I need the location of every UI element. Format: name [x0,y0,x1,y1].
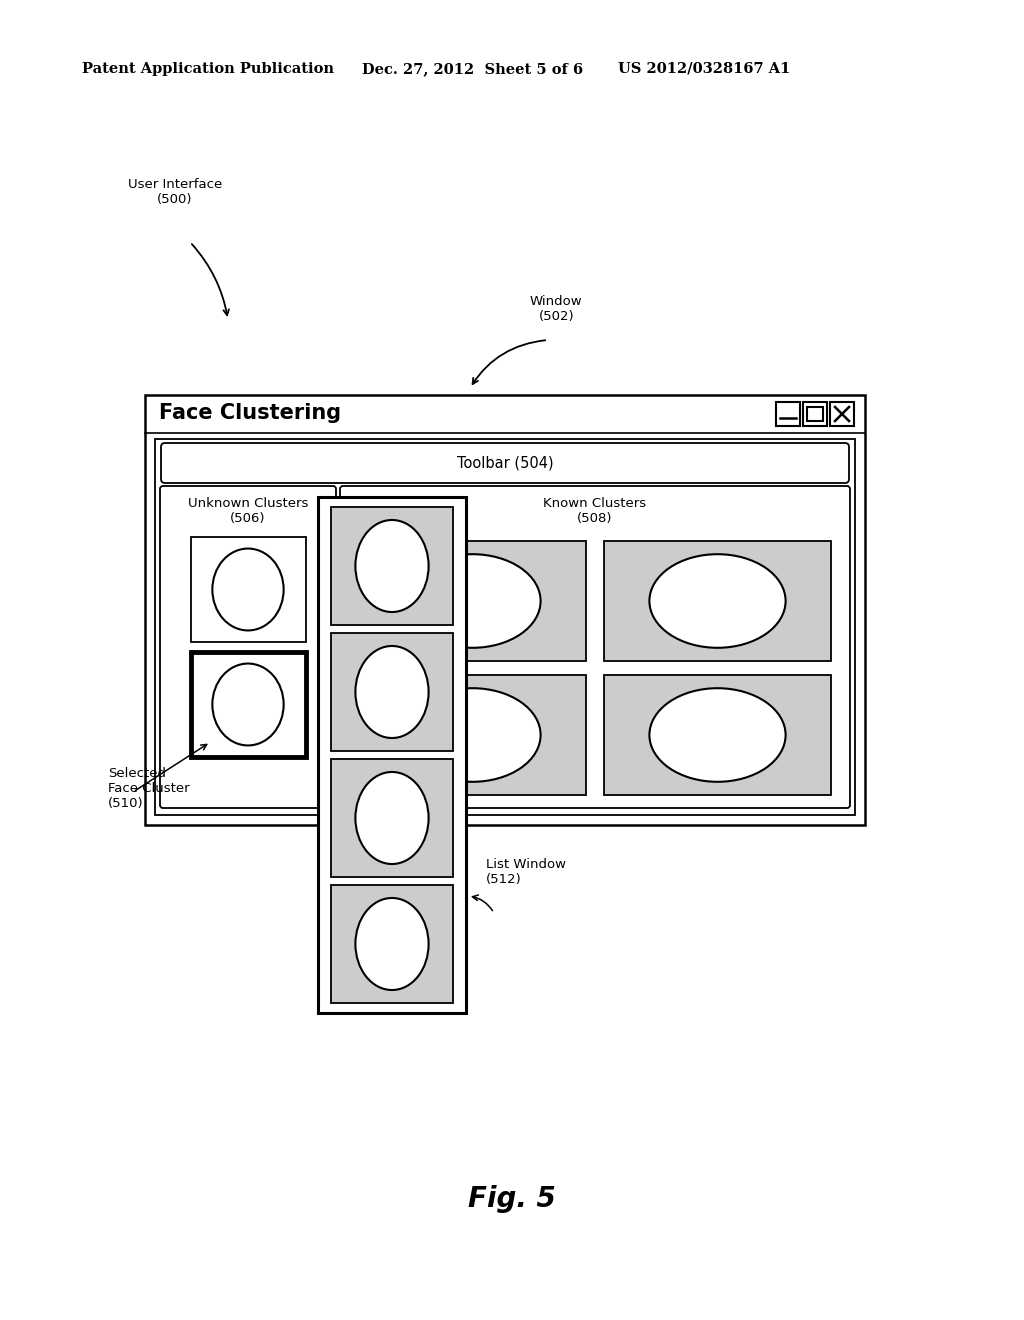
Bar [190,537,305,642]
Bar [604,541,831,661]
Ellipse shape [649,688,785,781]
Bar [776,403,800,426]
Text: Known Clusters
(508): Known Clusters (508) [544,498,646,525]
Text: Face Clustering: Face Clustering [159,403,341,422]
Ellipse shape [212,549,284,631]
Bar [331,507,453,624]
Text: Selected
Face Cluster
(510): Selected Face Cluster (510) [108,767,189,810]
Text: Dec. 27, 2012  Sheet 5 of 6: Dec. 27, 2012 Sheet 5 of 6 [362,62,583,77]
FancyBboxPatch shape [340,486,850,808]
Bar [830,403,854,426]
Ellipse shape [212,664,284,746]
Ellipse shape [355,772,429,865]
Bar [807,407,823,421]
Text: User Interface
(500): User Interface (500) [128,178,222,206]
Bar [331,634,453,751]
Bar [145,395,865,825]
Bar [803,403,827,426]
Bar [318,498,466,1012]
Text: Fig. 5: Fig. 5 [468,1185,556,1213]
Ellipse shape [355,645,429,738]
Ellipse shape [404,554,541,648]
Bar [331,759,453,876]
Bar [190,652,305,756]
Bar [155,440,855,814]
Bar [359,675,586,795]
Text: Window
(502): Window (502) [530,294,583,323]
Ellipse shape [355,898,429,990]
Text: Unknown Clusters
(506): Unknown Clusters (506) [187,498,308,525]
Bar [331,884,453,1003]
Ellipse shape [355,520,429,612]
Text: List Window
(512): List Window (512) [486,858,566,886]
Bar [359,541,586,661]
Text: Toolbar (504): Toolbar (504) [457,455,553,470]
FancyBboxPatch shape [160,486,336,808]
Ellipse shape [404,688,541,781]
Ellipse shape [649,554,785,648]
FancyBboxPatch shape [161,444,849,483]
Text: Patent Application Publication: Patent Application Publication [82,62,334,77]
Text: US 2012/0328167 A1: US 2012/0328167 A1 [618,62,791,77]
Bar [604,675,831,795]
